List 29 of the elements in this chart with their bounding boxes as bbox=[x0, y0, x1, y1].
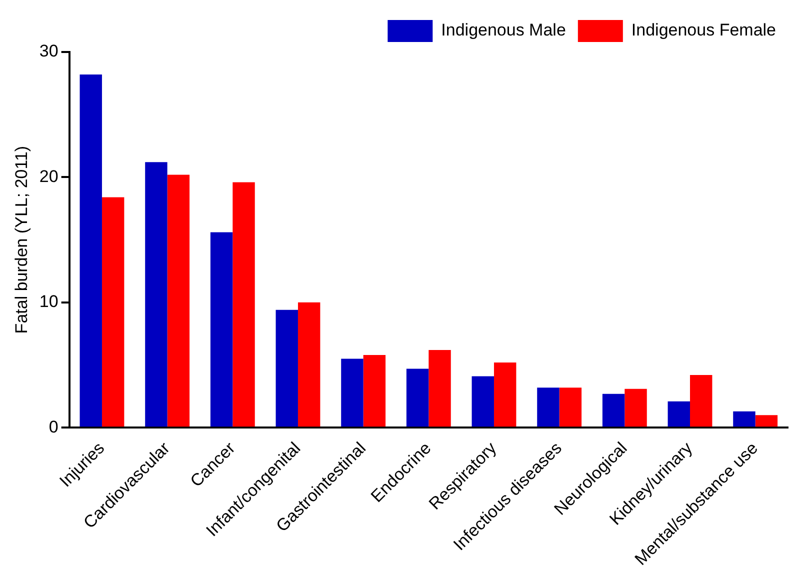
legend-label: Indigenous Male bbox=[441, 20, 566, 40]
bar bbox=[559, 388, 582, 427]
y-tick-label: 10 bbox=[39, 292, 58, 312]
y-axis-title: Fatal burden (YLL; 2011) bbox=[12, 146, 31, 334]
bar bbox=[668, 401, 690, 427]
bar bbox=[733, 411, 756, 427]
legend-label: Indigenous Female bbox=[631, 20, 776, 40]
bar bbox=[145, 162, 168, 427]
bar bbox=[298, 302, 320, 427]
y-tick-label: 20 bbox=[39, 166, 58, 186]
bar bbox=[210, 232, 233, 427]
bar bbox=[494, 362, 516, 427]
bar bbox=[167, 174, 190, 427]
bar bbox=[406, 368, 429, 427]
bar bbox=[428, 350, 451, 427]
y-tick-label: 30 bbox=[39, 42, 58, 61]
bar bbox=[602, 394, 625, 427]
bar bbox=[341, 358, 364, 427]
bar bbox=[363, 355, 386, 427]
bar bbox=[755, 415, 778, 427]
bar bbox=[80, 74, 102, 427]
bar bbox=[102, 197, 124, 427]
bar bbox=[690, 375, 712, 427]
bar bbox=[624, 388, 647, 427]
y-tick-label: 0 bbox=[48, 417, 58, 436]
bar bbox=[276, 310, 298, 427]
bar bbox=[537, 388, 560, 427]
bar bbox=[232, 182, 255, 427]
bar bbox=[472, 376, 494, 427]
